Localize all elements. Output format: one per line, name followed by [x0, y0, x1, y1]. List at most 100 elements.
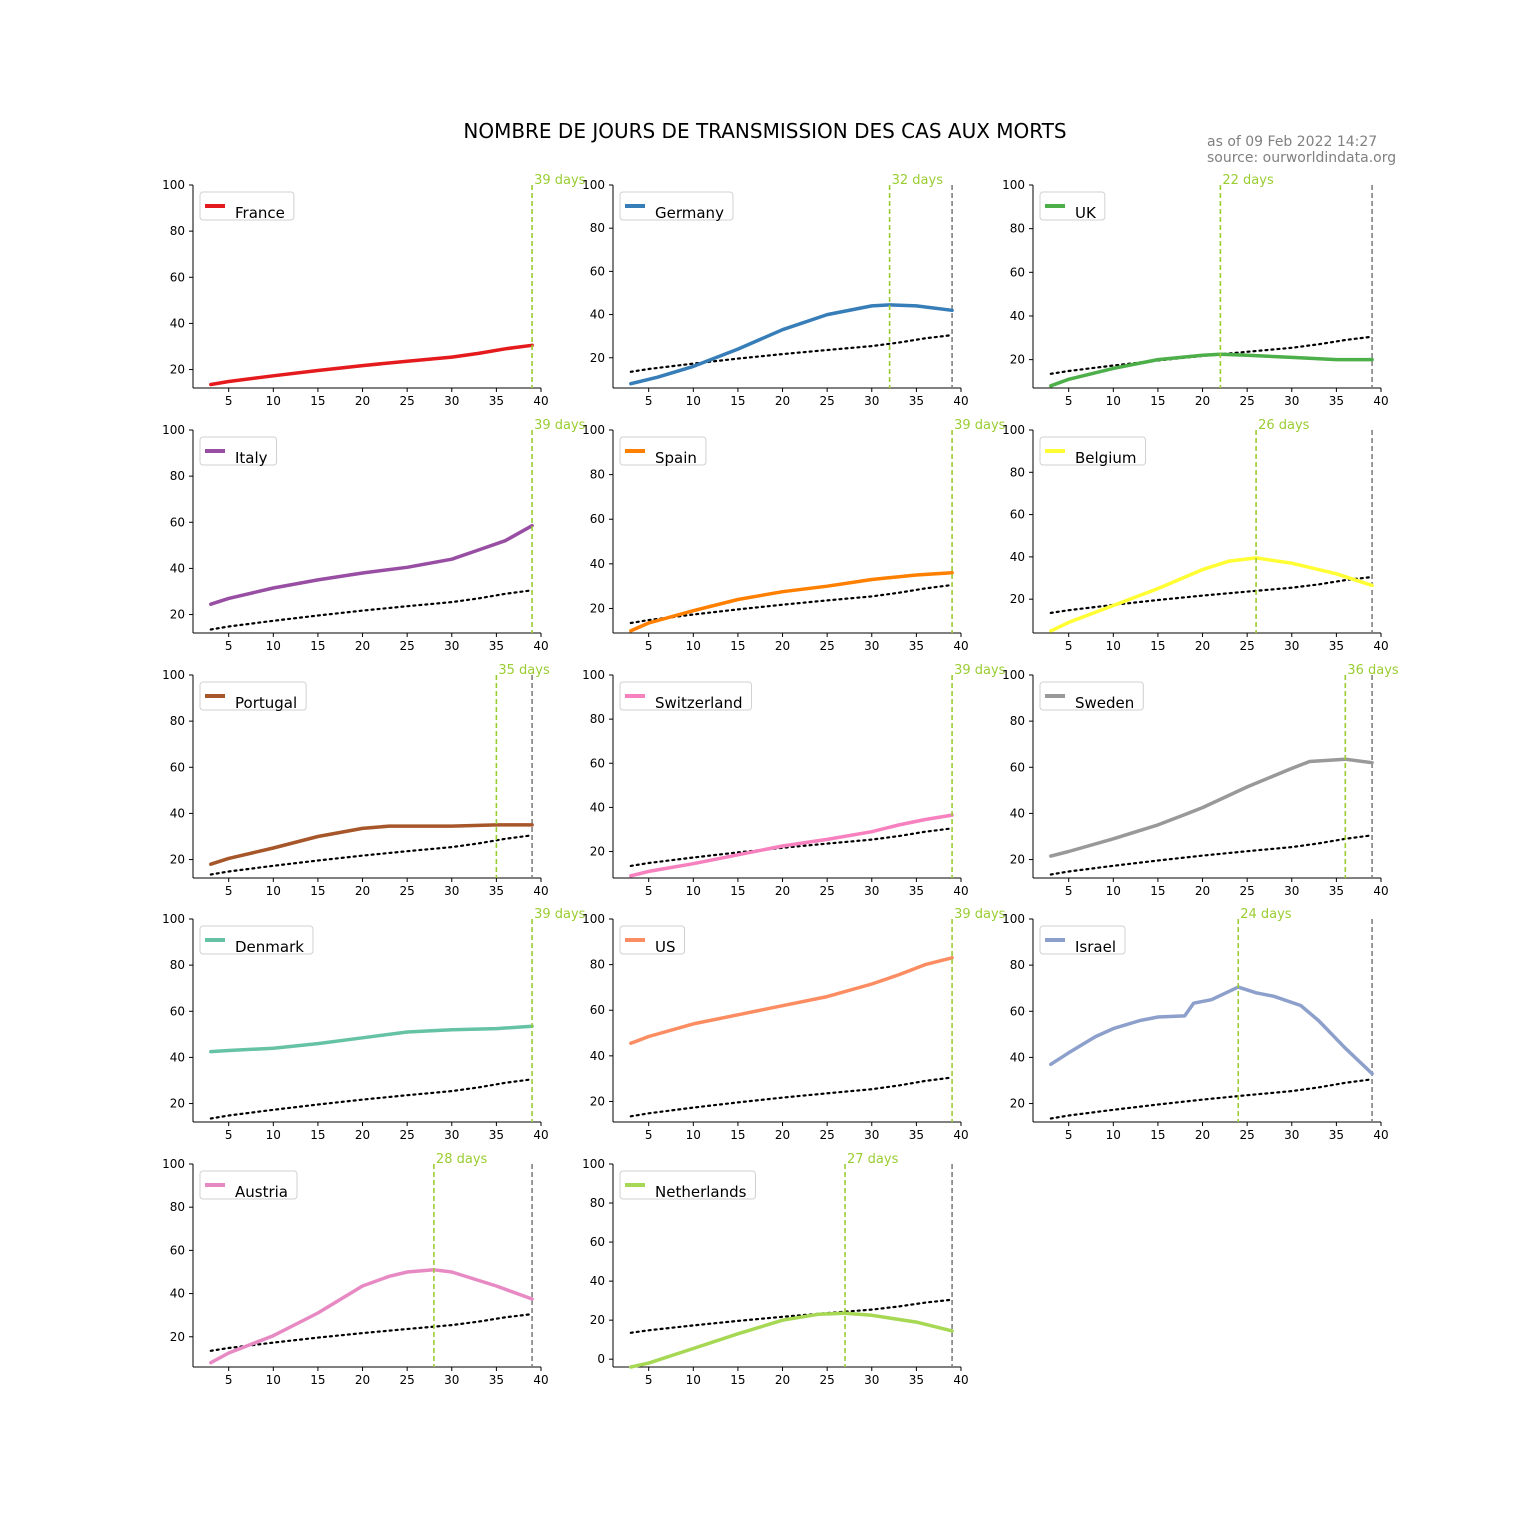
reference-line — [1049, 834, 1374, 876]
series-line-switzerland — [629, 813, 954, 878]
series-line-us — [629, 956, 954, 1046]
series-line-austria — [209, 1268, 534, 1365]
y-tick-label: 20 — [170, 1097, 185, 1111]
y-tick-label: 20 — [170, 608, 185, 622]
legend-label: France — [235, 204, 285, 222]
x-tick-label: 35 — [909, 884, 924, 898]
y-tick-label: 100 — [162, 912, 185, 926]
x-tick-label: 35 — [909, 1373, 924, 1387]
y-tick-label: 40 — [1010, 550, 1025, 564]
legend-box — [619, 436, 707, 466]
reference-line — [1049, 575, 1374, 615]
x-tick-label: 15 — [1150, 884, 1165, 898]
reference-line — [209, 1078, 534, 1120]
legend-box — [199, 1170, 298, 1200]
x-tick-label: 20 — [355, 639, 370, 653]
x-tick-label: 15 — [730, 639, 745, 653]
reference-line — [629, 1076, 954, 1118]
x-tick-label: 40 — [1373, 1128, 1388, 1142]
legend-label: Spain — [655, 449, 697, 467]
x-tick-label: 20 — [1195, 884, 1210, 898]
x-tick-label: 5 — [1065, 394, 1073, 408]
y-tick-label: 60 — [170, 760, 185, 774]
panel-portugal: 5 10 15 20 25 30 35 40 20 40 60 80 100 35 days Portuga… — [162, 663, 550, 898]
reference-line — [209, 834, 534, 876]
y-tick-label: 60 — [590, 756, 605, 770]
panel-belgium: 5 10 15 20 25 30 35 40 20 40 60 80 100 26 days Belgium — [1002, 418, 1389, 653]
legend-label: Portugal — [235, 694, 297, 712]
lag-label: 32 days — [892, 173, 944, 188]
reference-line — [629, 583, 954, 625]
x-tick-label: 10 — [686, 639, 701, 653]
panel-italy: 5 10 15 20 25 30 35 40 20 40 60 80 100 39 days Italy — [162, 418, 586, 653]
y-tick-label: 60 — [170, 515, 185, 529]
x-tick-label: 40 — [1373, 639, 1388, 653]
chart-title: NOMBRE DE JOURS DE TRANSMISSION DES CAS … — [463, 119, 1067, 143]
series-line-germany — [629, 303, 954, 386]
y-tick-label: 60 — [590, 1235, 605, 1249]
panel-france: 5 10 15 20 25 30 35 40 20 40 60 80 100 39 days France — [162, 173, 586, 408]
panel-spain: 5 10 15 20 25 30 35 40 20 40 60 80 100 39 days Spain — [582, 418, 1006, 653]
legend-box — [619, 191, 734, 221]
x-tick-label: 5 — [1065, 884, 1073, 898]
legend-box — [1039, 925, 1126, 955]
legend-france: France — [199, 191, 295, 222]
y-tick-label: 60 — [170, 1004, 185, 1018]
x-tick-label: 30 — [864, 1128, 879, 1142]
x-tick-label: 5 — [645, 884, 653, 898]
y-tick-label: 100 — [582, 1157, 605, 1171]
x-tick-label: 15 — [310, 394, 325, 408]
reference-line — [209, 589, 534, 631]
reference-line — [629, 334, 954, 373]
x-tick-label: 5 — [645, 1373, 653, 1387]
x-tick-label: 30 — [444, 1373, 459, 1387]
x-tick-label: 25 — [820, 1128, 835, 1142]
lag-label: 39 days — [954, 418, 1006, 433]
y-tick-label: 100 — [1002, 912, 1025, 926]
legend-box — [619, 1170, 756, 1200]
x-tick-label: 10 — [266, 394, 281, 408]
x-tick-label: 15 — [730, 1373, 745, 1387]
y-tick-label: 40 — [170, 316, 185, 330]
x-tick-label: 20 — [1195, 394, 1210, 408]
y-tick-label: 40 — [590, 308, 605, 322]
lag-label: 39 days — [534, 418, 586, 433]
y-tick-label: 100 — [582, 912, 605, 926]
x-tick-label: 20 — [775, 1128, 790, 1142]
x-tick-label: 10 — [266, 1373, 281, 1387]
y-tick-label: 20 — [1010, 853, 1025, 867]
lag-label: 39 days — [534, 173, 586, 188]
legend-label: Italy — [235, 449, 268, 467]
legend-label: Sweden — [1075, 694, 1134, 712]
x-tick-label: 10 — [686, 1128, 701, 1142]
x-tick-label: 30 — [444, 639, 459, 653]
x-tick-label: 20 — [775, 394, 790, 408]
legend-spain: Spain — [619, 436, 707, 467]
x-tick-label: 40 — [533, 1373, 548, 1387]
reference-line — [1049, 1078, 1374, 1120]
y-tick-label: 20 — [590, 845, 605, 859]
lag-label: 22 days — [1222, 173, 1274, 188]
x-tick-label: 20 — [355, 394, 370, 408]
reference-line — [629, 827, 954, 868]
x-tick-label: 10 — [266, 1128, 281, 1142]
x-tick-label: 30 — [864, 884, 879, 898]
x-tick-label: 15 — [730, 394, 745, 408]
series-line-uk — [1049, 352, 1374, 388]
legend-sweden: Sweden — [1039, 681, 1144, 712]
x-tick-label: 25 — [1240, 1128, 1255, 1142]
x-tick-label: 35 — [909, 639, 924, 653]
y-tick-label: 20 — [590, 351, 605, 365]
legend-box — [619, 681, 752, 711]
x-tick-label: 5 — [225, 884, 233, 898]
x-tick-label: 35 — [909, 394, 924, 408]
x-tick-label: 15 — [1150, 639, 1165, 653]
x-tick-label: 40 — [953, 1373, 968, 1387]
x-tick-label: 5 — [225, 1128, 233, 1142]
series-line-italy — [209, 523, 534, 606]
y-tick-label: 40 — [170, 1287, 185, 1301]
x-tick-label: 20 — [1195, 1128, 1210, 1142]
y-tick-label: 60 — [1010, 1004, 1025, 1018]
x-tick-label: 5 — [225, 394, 233, 408]
x-tick-label: 25 — [400, 1128, 415, 1142]
